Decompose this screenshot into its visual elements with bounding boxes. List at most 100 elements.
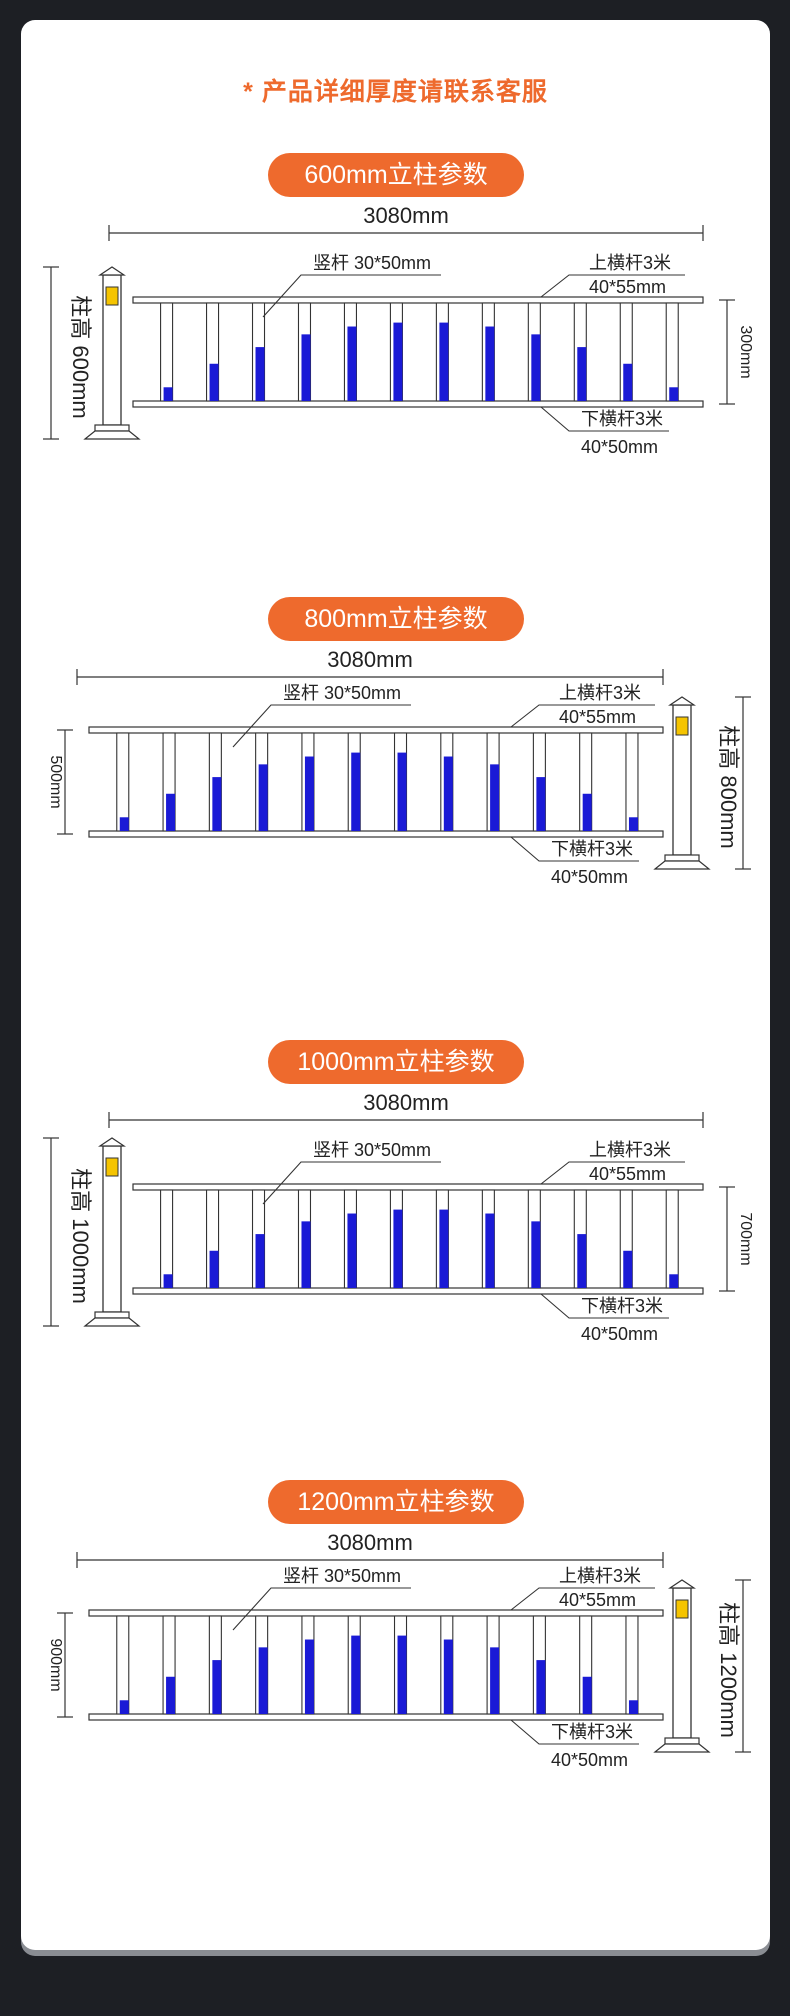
- vertical-bar-blue-fill: [443, 1639, 453, 1714]
- top-rail-size-label: 40*55mm: [559, 1590, 636, 1610]
- vertical-bar-blue-fill: [393, 322, 403, 401]
- bottom-rail-label: 下横杆3米: [581, 409, 663, 429]
- post-cap: [98, 1137, 126, 1147]
- post-reflector: [675, 716, 689, 736]
- fence-diagram-600: 3080mm 柱高 600mm 300mm 竖杆 30*50mm 上横杆3米 40*55m…: [43, 203, 754, 457]
- top-rail: [132, 1183, 704, 1191]
- top-rail: [88, 1609, 664, 1617]
- top-rail-label: 上横杆3米: [589, 253, 671, 273]
- vertical-bar: [665, 1189, 679, 1289]
- bottom-rail: [88, 830, 664, 838]
- vertical-bar-callout: [232, 1587, 411, 1631]
- vertical-bar-blue-fill: [623, 1250, 633, 1288]
- section-title-pill: 800mm立柱参数: [268, 597, 524, 641]
- vertical-bar-blue-fill: [258, 764, 268, 831]
- section-600: 600mm立柱参数 3080mm 柱高 600mm 300mm 竖杆 30*50mm 上…: [21, 153, 770, 573]
- vertical-bar-blue-fill: [166, 793, 176, 831]
- vertical-bar-blue-fill: [531, 1221, 541, 1288]
- vertical-bar-blue-fill: [577, 1234, 587, 1288]
- content-card: * 产品详细厚度请联系客服 600mm立柱参数 3080mm 柱高 600mm 30…: [21, 20, 770, 1950]
- bottom-rail-callout: [540, 406, 669, 432]
- bottom-rail-size-label: 40*50mm: [551, 867, 628, 887]
- vertical-bar-blue-fill: [119, 817, 129, 831]
- rail-gap-label: 700mm: [737, 1212, 754, 1265]
- section-800: 800mm立柱参数 3080mm 柱高 800mm 500mm 竖杆 30*50mm 上…: [21, 597, 770, 1017]
- vertical-bar-blue-fill: [397, 1635, 407, 1714]
- vertical-bar-blue-fill: [301, 334, 311, 401]
- vertical-bar: [665, 302, 679, 402]
- rail-gap-label: 900mm: [47, 1638, 64, 1691]
- vertical-bar-blue-fill: [163, 1274, 173, 1288]
- vertical-bar-blue-fill: [439, 322, 449, 401]
- vertical-bar-blue-fill: [209, 363, 219, 401]
- post-foot: [83, 1317, 141, 1327]
- post-foot: [83, 430, 141, 440]
- post-height-label: 柱高 600mm: [68, 295, 93, 418]
- top-rail-size-label: 40*55mm: [559, 707, 636, 727]
- post-height-label: 柱高 1200mm: [716, 1602, 741, 1738]
- vertical-bar-blue-fill: [531, 334, 541, 401]
- fence-diagram-1000: 3080mm 柱高 1000mm 700mm 竖杆 30*50mm 上横杆3米 40*55…: [43, 1090, 754, 1344]
- fence-diagram-800: 3080mm 柱高 800mm 500mm 竖杆 30*50mm 上横杆3米 40*55m…: [47, 647, 751, 887]
- section-title-pill: 1200mm立柱参数: [268, 1480, 524, 1524]
- post-foot: [653, 860, 711, 870]
- bottom-rail-label: 下横杆3米: [581, 1296, 663, 1316]
- vertical-bar-blue-fill: [166, 1676, 176, 1714]
- section-title-pill: 600mm立柱参数: [268, 153, 524, 197]
- bottom-rail-size-label: 40*50mm: [581, 1324, 658, 1344]
- top-rail: [88, 726, 664, 734]
- vertical-bar-blue-fill: [119, 1700, 129, 1714]
- vertical-bar-blue-fill: [209, 1250, 219, 1288]
- post-height-label: 柱高 800mm: [716, 725, 741, 848]
- rail-gap-label: 500mm: [47, 755, 64, 808]
- section-title-pill: 1000mm立柱参数: [268, 1040, 524, 1084]
- bottom-rail-label: 下横杆3米: [551, 839, 633, 859]
- top-rail-callout: [540, 1161, 685, 1185]
- vertical-bar-blue-fill: [669, 387, 679, 401]
- vertical-bar-blue-fill: [258, 1647, 268, 1714]
- vertical-bar-label: 竖杆 30*50mm: [313, 253, 431, 273]
- post-height-label: 柱高 1000mm: [68, 1168, 93, 1304]
- top-rail-callout: [510, 704, 655, 728]
- bottom-rail-callout: [510, 836, 639, 862]
- bottom-rail-size-label: 40*50mm: [551, 1750, 628, 1770]
- length-label: 3080mm: [363, 1090, 449, 1115]
- vertical-bar-blue-fill: [582, 1676, 592, 1714]
- vertical-bar-blue-fill: [163, 387, 173, 401]
- post-cap: [668, 1579, 696, 1589]
- bottom-rail-label: 下横杆3米: [551, 1722, 633, 1742]
- vertical-bar: [160, 1189, 174, 1289]
- fence-diagram-1200: 3080mm 柱高 1200mm 900mm 竖杆 30*50mm 上横杆3米 40*55…: [47, 1530, 751, 1770]
- vertical-bar: [160, 302, 174, 402]
- vertical-bar-blue-fill: [393, 1209, 403, 1288]
- vertical-bar: [625, 732, 639, 832]
- post-reflector: [675, 1599, 689, 1619]
- vertical-bar-blue-fill: [485, 1213, 495, 1288]
- vertical-bar-blue-fill: [582, 793, 592, 831]
- post-base: [94, 424, 130, 432]
- section-1000: 1000mm立柱参数 3080mm 柱高 1000mm 700mm 竖杆 30*50m…: [21, 1040, 770, 1460]
- top-rail-size-label: 40*55mm: [589, 1164, 666, 1184]
- vertical-bar-blue-fill: [304, 756, 314, 831]
- vertical-bar-callout: [232, 704, 411, 748]
- bottom-rail-callout: [510, 1719, 639, 1745]
- vertical-bar-blue-fill: [351, 752, 361, 831]
- post-cap: [668, 696, 696, 706]
- top-rail-callout: [510, 1587, 655, 1611]
- top-rail: [132, 296, 704, 304]
- vertical-bar-blue-fill: [351, 1635, 361, 1714]
- vertical-bar: [116, 732, 130, 832]
- post-reflector: [105, 286, 119, 306]
- vertical-bar-blue-fill: [439, 1209, 449, 1288]
- vertical-bar-blue-fill: [577, 347, 587, 401]
- bottom-rail-size-label: 40*50mm: [581, 437, 658, 457]
- vertical-bar-blue-fill: [347, 326, 357, 401]
- vertical-bar-blue-fill: [443, 756, 453, 831]
- vertical-bar-blue-fill: [628, 1700, 638, 1714]
- bottom-rail: [132, 1287, 704, 1295]
- vertical-bar-label: 竖杆 30*50mm: [283, 1566, 401, 1586]
- post-foot: [653, 1743, 711, 1753]
- vertical-bar-blue-fill: [490, 764, 500, 831]
- vertical-bar-label: 竖杆 30*50mm: [283, 683, 401, 703]
- vertical-bar-blue-fill: [347, 1213, 357, 1288]
